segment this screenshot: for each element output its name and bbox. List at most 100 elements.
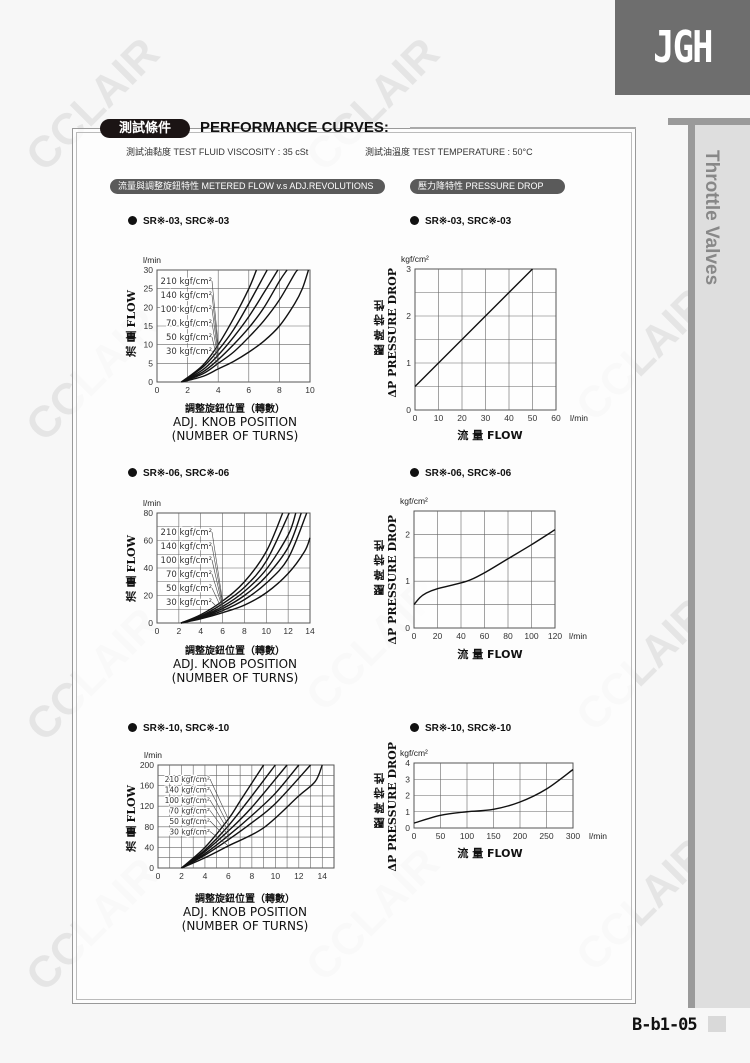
leader-line xyxy=(211,350,219,370)
x-tick-label: 100 xyxy=(524,631,538,641)
series-line xyxy=(181,269,299,383)
chart-title: SR※-10, SRC※-10 xyxy=(410,723,511,734)
y-tick-label: 3 xyxy=(405,774,410,784)
x-tick-label: 6 xyxy=(226,871,231,881)
y-tick-label: 0 xyxy=(405,623,410,633)
y-tick-label: 120 xyxy=(140,801,154,811)
chart-title: SR※-10, SRC※-10 xyxy=(128,723,229,734)
y-tick-label: 0 xyxy=(405,823,410,833)
x-tick-label: 300 xyxy=(566,831,580,841)
y-tick-label: 3 xyxy=(406,264,411,274)
x-unit-label: l/min xyxy=(570,413,588,423)
x-axis-label-en: (NUMBER OF TURNS) xyxy=(181,919,309,933)
chart-3: 0 20 40 60 80 100 120 0 1 2 kgf/cm² l/min xyxy=(400,496,587,641)
x-axis-label-cn: 調整旋鈕位置（轉數） xyxy=(185,646,285,657)
series-label: 210 kgf/cm² xyxy=(165,775,210,784)
series-label: 50 kgf/cm² xyxy=(166,584,212,594)
x-tick-label: 10 xyxy=(434,413,444,423)
chart-0: 0 2 4 6 8 10 0 5 10 15 20 25 30l/min 210 kgf/cm² 140 k… xyxy=(143,255,315,395)
leader-line xyxy=(211,308,219,356)
x-tick-label: 20 xyxy=(433,631,443,641)
leader-line xyxy=(211,545,223,604)
chart-2: 0 2 4 6 8 10 12 14 0 20 40 60 80l/min 210 kgf/cm² 140 … xyxy=(143,498,315,636)
y-tick-label: 1 xyxy=(406,358,411,368)
content-frame-inner xyxy=(76,132,632,1000)
leader-line xyxy=(211,601,223,613)
x-tick-label: 6 xyxy=(220,626,225,636)
divider xyxy=(688,118,695,1008)
x-tick-label: 0 xyxy=(412,831,417,841)
series-label: 50 kgf/cm² xyxy=(166,333,212,343)
leader-line xyxy=(209,810,229,836)
series-line xyxy=(181,269,310,383)
x-tick-label: 0 xyxy=(156,871,161,881)
x-axis-label-cn: 調整旋鈕位置（轉數） xyxy=(195,894,295,905)
x-tick-label: 12 xyxy=(283,626,293,636)
y-tick-label: 80 xyxy=(144,508,154,518)
x-unit-label: l/min xyxy=(569,631,587,641)
series-line xyxy=(181,764,312,869)
series-label: 30 kgf/cm² xyxy=(166,347,212,357)
leader-line xyxy=(211,559,223,607)
x-tick-label: 80 xyxy=(503,631,513,641)
series-label: 140 kgf/cm² xyxy=(161,542,212,552)
x-tick-label: 0 xyxy=(155,626,160,636)
side-strip xyxy=(690,118,750,1008)
x-tick-label: 10 xyxy=(305,385,315,395)
series-label: 100 kgf/cm² xyxy=(161,305,212,315)
x-tick-label: 8 xyxy=(277,385,282,395)
page-number: B-b1-05 xyxy=(632,1015,698,1035)
x-axis-label: 流 量 FLOW xyxy=(457,648,523,661)
x-tick-label: 60 xyxy=(551,413,561,423)
x-axis-label-en: (NUMBER OF TURNS) xyxy=(171,429,299,443)
x-axis-label-en: (NUMBER OF TURNS) xyxy=(171,671,299,685)
y-tick-label: 25 xyxy=(144,284,154,294)
y-tick-label: 20 xyxy=(144,302,154,312)
series-line xyxy=(180,512,284,624)
x-tick-label: 150 xyxy=(486,831,500,841)
x-tick-label: 2 xyxy=(176,626,181,636)
y-tick-label: 0 xyxy=(406,405,411,415)
y-tick-label: 60 xyxy=(144,536,154,546)
leader-line xyxy=(211,294,219,351)
series-label: 100 kgf/cm² xyxy=(161,556,212,566)
y-unit-label: kgf/cm² xyxy=(400,496,428,506)
x-axis-label: 調整旋鈕位置（轉數） ADJ. KNOB POSITION (NUMBER OF… xyxy=(140,642,330,685)
x-axis-label-en: ADJ. KNOB POSITION xyxy=(172,415,298,429)
x-tick-label: 0 xyxy=(413,413,418,423)
x-tick-label: 200 xyxy=(513,831,527,841)
chart-title: SR※-03, SRC※-03 xyxy=(410,216,511,227)
brand-logo: JGH xyxy=(653,22,713,73)
series-line xyxy=(181,269,279,383)
side-section-title: Throttle Valves xyxy=(701,150,722,286)
x-axis-label: 流 量 FLOW xyxy=(457,847,523,860)
y-tick-label: 40 xyxy=(145,842,155,852)
series-line xyxy=(181,269,288,383)
series-label: 210 kgf/cm² xyxy=(161,528,212,538)
divider xyxy=(410,127,636,129)
y-tick-label: 40 xyxy=(144,563,154,573)
leader-line xyxy=(209,799,229,832)
chart-title: SR※-06, SRC※-06 xyxy=(410,468,511,479)
y-tick-label: 20 xyxy=(144,591,154,601)
x-tick-label: 60 xyxy=(480,631,490,641)
test-conditions-badge: 測試條件 xyxy=(100,119,190,138)
x-tick-label: 50 xyxy=(436,831,446,841)
x-axis-label-en: ADJ. KNOB POSITION xyxy=(182,905,308,919)
leader-line xyxy=(211,573,223,609)
series-line xyxy=(413,529,556,606)
page-marker xyxy=(708,1016,726,1032)
x-tick-label: 4 xyxy=(198,626,203,636)
series-label: 100 kgf/cm² xyxy=(165,796,210,805)
y-tick-label: 10 xyxy=(144,340,154,350)
y-tick-label: 2 xyxy=(405,529,410,539)
page-title: PERFORMANCE CURVES: xyxy=(200,119,389,136)
leader-line xyxy=(209,820,229,840)
series-label: 140 kgf/cm² xyxy=(161,291,212,301)
x-tick-label: 20 xyxy=(457,413,467,423)
x-axis-label-en: ADJ. KNOB POSITION xyxy=(172,657,298,671)
leader-line xyxy=(211,531,223,602)
logo-box xyxy=(615,0,750,95)
